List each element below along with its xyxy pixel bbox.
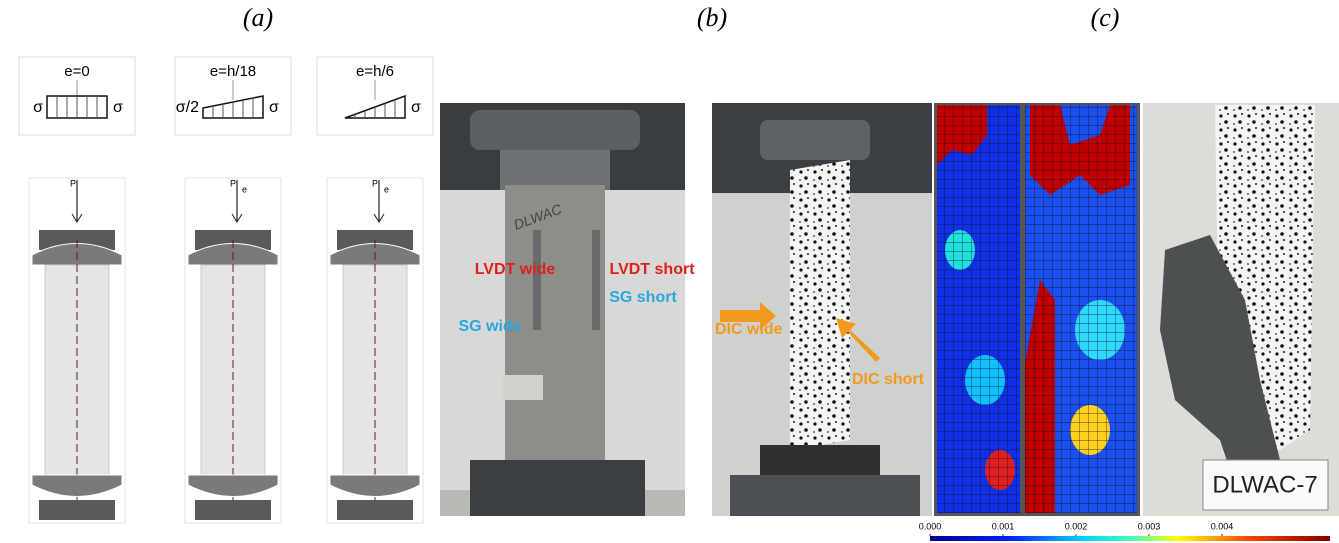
shape — [760, 445, 880, 475]
platen — [32, 475, 122, 497]
panel-label: (b) — [697, 3, 727, 32]
photo-dic: DIC wide DIC short — [712, 103, 932, 516]
shape — [790, 160, 850, 450]
colorbar-tick-label: 0.003 — [1138, 521, 1161, 531]
column — [45, 265, 109, 475]
stress: σ — [113, 99, 123, 116]
shape — [937, 105, 1020, 513]
colorbar-tick-label: 0.000 — [919, 521, 942, 531]
stress: σ/2 — [176, 99, 199, 116]
panel-a: e=0 σ σ Pe=h/18 σ/2 σ Pe e=h/6 σ Pe — [19, 57, 433, 523]
shape — [760, 120, 870, 160]
shape — [470, 460, 645, 516]
label: LVDT short — [609, 261, 695, 278]
platen — [188, 475, 278, 497]
load: P — [70, 178, 76, 188]
shape — [533, 230, 541, 330]
dic-strain-map — [934, 103, 1140, 516]
figure: (a) (b) (c) e=0 σ σ Pe=h/18 σ/2 σ Pe e=h/6 σ Pe D… — [0, 0, 1339, 543]
eccentricity: e=h/18 — [210, 63, 256, 80]
column — [343, 265, 407, 475]
specimen-label: DLWAC-7 — [1212, 471, 1317, 498]
shape — [1025, 105, 1137, 513]
offset: e — [242, 184, 247, 194]
plate — [337, 500, 413, 520]
panel-label: (c) — [1091, 3, 1120, 32]
stress: σ — [411, 99, 421, 116]
label: SG short — [609, 289, 677, 306]
shape — [730, 475, 920, 516]
colorbar-tick-label: 0.001 — [992, 521, 1015, 531]
photo-failure: DLWAC-7 — [1143, 103, 1339, 516]
label: DIC short — [852, 371, 925, 388]
shape — [503, 375, 543, 400]
stress: σ — [33, 99, 43, 116]
label: SG wide — [458, 318, 521, 335]
photo-strain-gauges: DLWAC LVDT wide LVDT short SG short SG w… — [440, 103, 695, 516]
colorbar — [930, 536, 1330, 541]
shape — [470, 110, 640, 150]
eccentricity: e=h/6 — [356, 63, 394, 80]
colorbar-tick-label: 0.002 — [1065, 521, 1088, 531]
load: P — [230, 178, 236, 188]
stress: σ — [269, 99, 279, 116]
colorbar-ticks: 0.000 0.001 0.002 0.003 0.004 — [919, 521, 1234, 536]
column — [201, 265, 265, 475]
platen — [330, 475, 420, 497]
label: LVDT wide — [475, 261, 556, 278]
panel-label: (a) — [243, 3, 273, 32]
shape — [500, 150, 610, 190]
plate — [39, 500, 115, 520]
label: DIC wide — [715, 321, 783, 338]
eccentricity: e=0 — [64, 63, 89, 80]
offset: e — [384, 184, 389, 194]
load: P — [372, 178, 378, 188]
shape — [592, 230, 600, 330]
colorbar-tick-label: 0.004 — [1211, 521, 1234, 531]
plate — [195, 500, 271, 520]
